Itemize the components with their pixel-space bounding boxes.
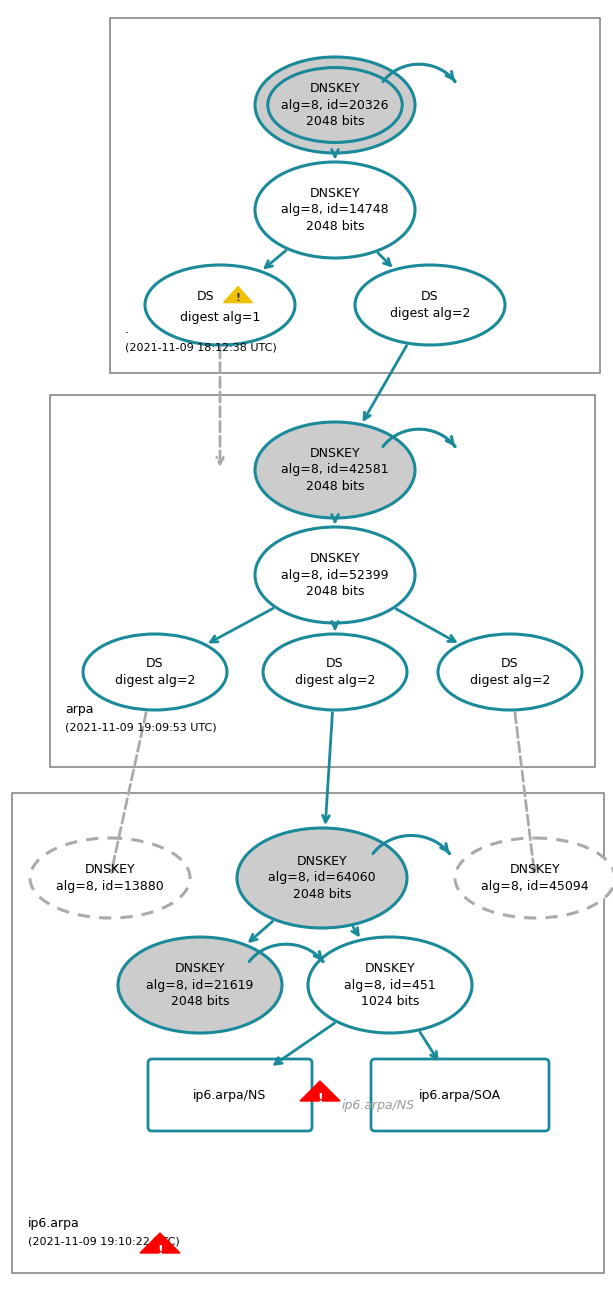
Polygon shape — [300, 1081, 340, 1101]
Text: arpa: arpa — [65, 704, 94, 717]
Text: DNSKEY
alg=8, id=45094: DNSKEY alg=8, id=45094 — [481, 864, 589, 893]
Ellipse shape — [263, 635, 407, 710]
Bar — [110, 18, 600, 373]
Bar — [50, 395, 595, 767]
Text: DNSKEY
alg=8, id=21619
2048 bits: DNSKEY alg=8, id=21619 2048 bits — [147, 962, 254, 1009]
Text: DNSKEY
alg=8, id=13880: DNSKEY alg=8, id=13880 — [56, 864, 164, 893]
Ellipse shape — [255, 162, 415, 258]
Ellipse shape — [255, 57, 415, 152]
Text: ip6.arpa/NS: ip6.arpa/NS — [341, 1098, 414, 1111]
Ellipse shape — [83, 635, 227, 710]
Ellipse shape — [237, 827, 407, 928]
Ellipse shape — [145, 265, 295, 345]
Text: (2021-11-09 19:10:22 UTC): (2021-11-09 19:10:22 UTC) — [28, 1237, 180, 1246]
Ellipse shape — [355, 265, 505, 345]
Text: digest alg=1: digest alg=1 — [180, 310, 260, 323]
Text: DNSKEY
alg=8, id=451
1024 bits: DNSKEY alg=8, id=451 1024 bits — [344, 962, 436, 1009]
FancyBboxPatch shape — [148, 1059, 312, 1131]
Text: !: ! — [235, 293, 240, 304]
Text: ip6.arpa/NS: ip6.arpa/NS — [193, 1088, 267, 1101]
Text: DNSKEY
alg=8, id=14748
2048 bits: DNSKEY alg=8, id=14748 2048 bits — [281, 188, 389, 233]
Ellipse shape — [255, 526, 415, 623]
Text: (2021-11-09 18:12:38 UTC): (2021-11-09 18:12:38 UTC) — [125, 341, 276, 352]
Ellipse shape — [118, 937, 282, 1033]
Text: DNSKEY
alg=8, id=42581
2048 bits: DNSKEY alg=8, id=42581 2048 bits — [281, 447, 389, 493]
Text: DS
digest alg=2: DS digest alg=2 — [115, 657, 195, 687]
Polygon shape — [140, 1233, 180, 1253]
Ellipse shape — [308, 937, 472, 1033]
Text: DS
digest alg=2: DS digest alg=2 — [295, 657, 375, 687]
Text: !: ! — [317, 1092, 323, 1105]
Text: !: ! — [157, 1244, 163, 1257]
Text: DS
digest alg=2: DS digest alg=2 — [390, 291, 470, 319]
FancyBboxPatch shape — [371, 1059, 549, 1131]
Bar — [12, 794, 604, 1273]
Text: (2021-11-09 19:09:53 UTC): (2021-11-09 19:09:53 UTC) — [65, 722, 216, 732]
Text: DS
digest alg=2: DS digest alg=2 — [470, 657, 550, 687]
Ellipse shape — [438, 635, 582, 710]
Text: ip6.arpa: ip6.arpa — [28, 1217, 80, 1230]
Polygon shape — [224, 287, 253, 302]
Ellipse shape — [30, 838, 190, 919]
Text: DNSKEY
alg=8, id=20326
2048 bits: DNSKEY alg=8, id=20326 2048 bits — [281, 82, 389, 128]
Text: ip6.arpa/SOA: ip6.arpa/SOA — [419, 1088, 501, 1101]
Text: DNSKEY
alg=8, id=52399
2048 bits: DNSKEY alg=8, id=52399 2048 bits — [281, 552, 389, 598]
Ellipse shape — [455, 838, 613, 919]
Text: DNSKEY
alg=8, id=64060
2048 bits: DNSKEY alg=8, id=64060 2048 bits — [268, 855, 376, 900]
Ellipse shape — [255, 422, 415, 519]
Text: .: . — [125, 323, 129, 336]
Text: DS: DS — [197, 291, 215, 304]
